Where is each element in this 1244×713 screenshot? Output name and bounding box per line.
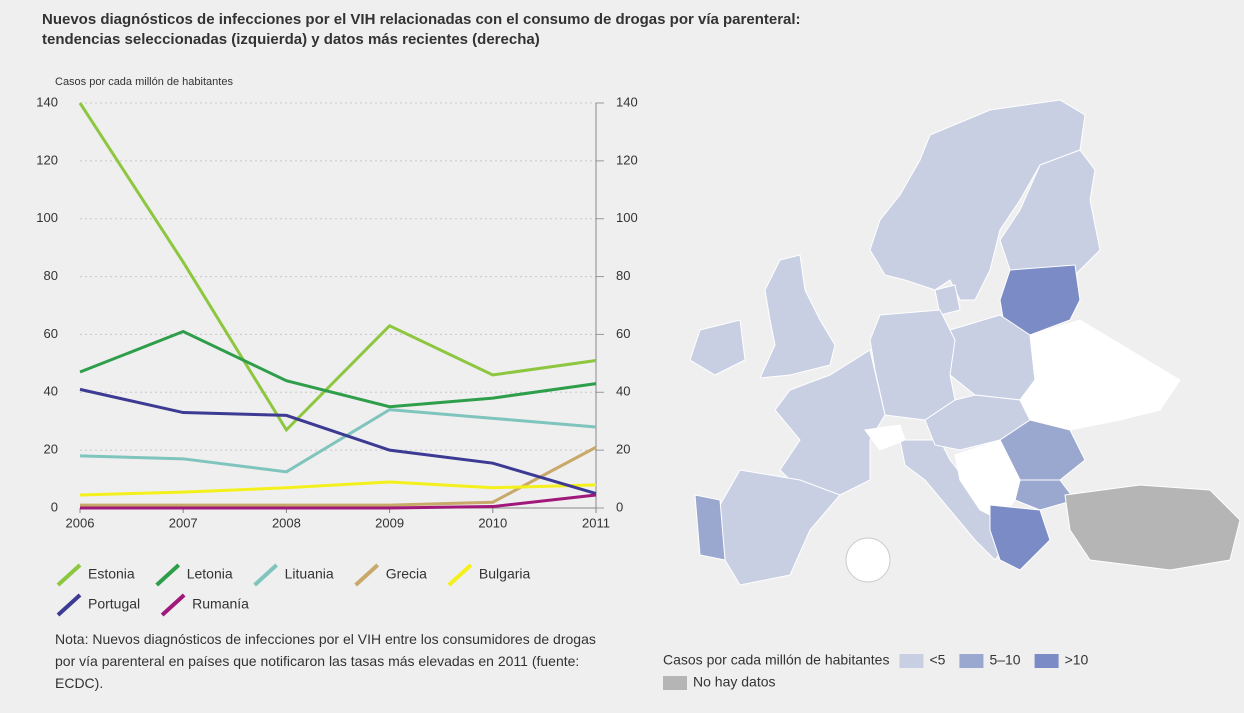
series-line bbox=[79, 329, 597, 409]
y-tick-label: 100 bbox=[36, 210, 58, 225]
y-tick-label: 20 bbox=[44, 442, 58, 457]
y2-tick-label: 140 bbox=[616, 94, 638, 109]
region bbox=[694, 494, 726, 561]
region bbox=[689, 319, 746, 376]
y2-tick-label: 60 bbox=[616, 326, 630, 341]
y2-tick-label: 120 bbox=[616, 152, 638, 167]
map bbox=[689, 99, 1241, 586]
series-line bbox=[80, 493, 597, 510]
y-axis-label: Casos por cada millón de habitantes bbox=[55, 76, 233, 88]
series-line bbox=[79, 387, 597, 495]
x-tick-label: 2009 bbox=[375, 515, 404, 530]
region bbox=[989, 504, 1051, 571]
y-tick-label: 60 bbox=[44, 326, 58, 341]
map-legend-title: Casos por cada millón de habitantes bbox=[663, 652, 889, 668]
title-line: Nuevos diagnósticos de infecciones por e… bbox=[42, 11, 801, 28]
x-tick-label: 2011 bbox=[582, 515, 610, 530]
x-tick-label: 2006 bbox=[66, 515, 95, 530]
y-tick-label: 40 bbox=[44, 384, 58, 399]
y2-tick-label: 100 bbox=[616, 210, 638, 225]
region bbox=[869, 99, 1086, 301]
y-tick-label: 140 bbox=[36, 94, 58, 109]
legend-swatch bbox=[160, 593, 186, 617]
legend-swatch bbox=[56, 593, 82, 617]
legend-swatch bbox=[253, 563, 278, 587]
series-line bbox=[80, 445, 597, 507]
legend-swatch bbox=[56, 563, 82, 587]
legend-label: Portugal bbox=[88, 596, 140, 612]
region bbox=[899, 439, 1011, 561]
map-legend-label: <5 bbox=[929, 652, 945, 668]
region bbox=[774, 349, 886, 496]
map-legend-label: 5–10 bbox=[989, 652, 1020, 668]
region bbox=[999, 264, 1081, 336]
region bbox=[1064, 484, 1241, 571]
inset bbox=[845, 537, 891, 583]
y-tick-label: 0 bbox=[51, 499, 58, 514]
map-legend-swatch bbox=[959, 654, 984, 668]
map-legend-swatch bbox=[663, 676, 687, 690]
series-line bbox=[79, 480, 597, 497]
x-tick-label: 2008 bbox=[272, 515, 301, 530]
y2-tick-label: 20 bbox=[616, 442, 630, 457]
map-legend-swatch bbox=[1034, 654, 1059, 668]
map-legend-swatch bbox=[899, 654, 924, 668]
legend-label: Letonia bbox=[187, 566, 233, 582]
legend-label: Estonia bbox=[88, 566, 135, 582]
region bbox=[759, 254, 836, 379]
y2-tick-label: 80 bbox=[616, 268, 630, 283]
legend-swatch bbox=[447, 563, 473, 587]
map-legend-label: >10 bbox=[1065, 652, 1089, 668]
legend-label: Grecia bbox=[386, 566, 427, 582]
x-tick-label: 2007 bbox=[169, 515, 198, 530]
region bbox=[864, 424, 906, 451]
legend-swatch bbox=[155, 563, 181, 587]
y2-tick-label: 40 bbox=[616, 384, 630, 399]
legend-label: Lituania bbox=[285, 566, 334, 582]
y-tick-label: 120 bbox=[36, 152, 58, 167]
legend-swatch bbox=[354, 563, 380, 587]
y-tick-label: 80 bbox=[44, 268, 58, 283]
x-tick-label: 2010 bbox=[478, 515, 507, 530]
y2-tick-label: 0 bbox=[616, 499, 623, 514]
map-legend-label: No hay datos bbox=[693, 674, 776, 690]
region bbox=[1019, 319, 1181, 431]
region bbox=[934, 284, 961, 316]
legend-label: Bulgaria bbox=[479, 566, 531, 582]
note: Nota: Nuevos diagnósticos de infecciones… bbox=[55, 631, 596, 691]
series-line bbox=[78, 102, 597, 433]
series-line bbox=[79, 408, 597, 474]
legend-label: Rumanía bbox=[192, 596, 249, 612]
title-line: tendencias seleccionadas (izquierda) y d… bbox=[42, 31, 540, 48]
